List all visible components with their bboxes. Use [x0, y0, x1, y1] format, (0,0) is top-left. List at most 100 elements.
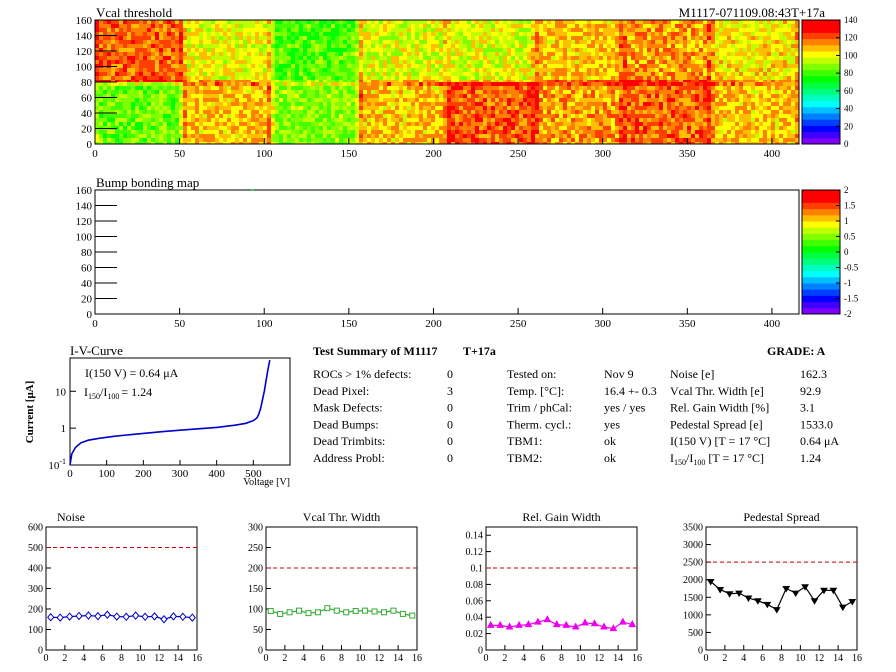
vcal-pixel-cell [447, 52, 452, 57]
vcal-pixel-cell [455, 28, 460, 33]
vcal-pixel-cell [507, 94, 512, 99]
vcal-pixel-cell [519, 118, 524, 123]
vcal-pixel-cell [467, 130, 472, 135]
vcal-pixel-cell [279, 72, 284, 77]
vcal-pixel-cell [107, 90, 112, 95]
vcal-pixel-cell [583, 72, 588, 77]
vcal-pixel-cell [699, 24, 704, 29]
vcal-pixel-cell [119, 118, 124, 123]
vcal-pixel-cell [219, 134, 224, 139]
vcal-pixel-cell [691, 86, 696, 91]
vcal-pixel-cell [547, 20, 552, 25]
vcal-pixel-cell [527, 90, 532, 95]
vcal-pixel-cell [291, 130, 296, 135]
vcal-pixel-cell [691, 56, 696, 61]
vcal-pixel-cell [675, 56, 680, 61]
vcal-pixel-cell [159, 72, 164, 77]
vcal-pixel-cell [743, 24, 748, 29]
vcal-pixel-cell [447, 36, 452, 41]
vcal-pixel-cell [359, 48, 364, 53]
vcal-pixel-cell [411, 98, 416, 103]
vcal-pixel-cell [319, 72, 324, 77]
vcal-pixel-cell [571, 72, 576, 77]
vcal-pixel-cell [611, 40, 616, 45]
vcal-pixel-cell [131, 80, 136, 83]
vcal-pixel-cell [419, 40, 424, 45]
vcal-pixel-cell [547, 64, 552, 69]
vcal-pixel-cell [407, 86, 412, 91]
vcal-pixel-cell [283, 52, 288, 57]
vcal-pixel-cell [291, 118, 296, 123]
vcal-pixel-cell [207, 48, 212, 53]
vcal-pixel-cell [547, 138, 552, 143]
vcal-pixel-cell [655, 28, 660, 33]
vcal-pixel-cell [231, 138, 236, 143]
vcal-pixel-cell [559, 80, 564, 83]
vcal-pixel-cell [203, 118, 208, 123]
vcal-pixel-cell [379, 106, 384, 111]
vcal-pixel-cell [203, 80, 208, 83]
vcal-pixel-cell [207, 68, 212, 73]
vcal-pixel-cell [731, 28, 736, 33]
vcal-pixel-cell [435, 80, 440, 83]
vcal-pixel-cell [231, 80, 236, 83]
vcal-pixel-cell [167, 80, 172, 83]
vcal-pixel-cell [791, 80, 796, 83]
vcal-pixel-cell [607, 90, 612, 95]
vcal-pixel-cell [275, 130, 280, 135]
vcal-pixel-cell [599, 44, 604, 49]
vcal-pixel-cell [451, 48, 456, 53]
vcal-pixel-cell [351, 80, 356, 83]
vcal-pixel-cell [319, 28, 324, 33]
vcal-pixel-cell [191, 126, 196, 131]
vcal-pixel-cell [159, 64, 164, 69]
vcal-pixel-cell [755, 28, 760, 33]
vcal-pixel-cell [619, 102, 624, 107]
vcal-pixel-cell [471, 24, 476, 29]
vcal-pixel-cell [747, 76, 752, 81]
vcal-pixel-cell [623, 24, 628, 29]
vcal-pixel-cell [643, 36, 648, 41]
vcal-pixel-cell [663, 24, 668, 29]
vcal-pixel-cell [487, 56, 492, 61]
vcal-pixel-cell [679, 44, 684, 49]
vcal-pixel-cell [267, 130, 272, 135]
vcal-pixel-cell [255, 86, 260, 91]
vcal-pixel-cell [459, 94, 464, 99]
vcal-pixel-cell [135, 80, 140, 83]
vcal-pixel-cell [255, 68, 260, 73]
vcal-pixel-cell [439, 56, 444, 61]
vcal-pixel-cell [511, 28, 516, 33]
vcal-pixel-cell [135, 106, 140, 111]
vcal-pixel-cell [587, 90, 592, 95]
vcal-pixel-cell [211, 86, 216, 91]
vcal-pixel-cell [119, 138, 124, 143]
vcal-pixel-cell [551, 44, 556, 49]
vcal-pixel-cell [639, 28, 644, 33]
vcal-pixel-cell [103, 90, 108, 95]
vcal-pixel-cell [127, 52, 132, 57]
vcal-pixel-cell [247, 98, 252, 103]
vcal-pixel-cell [383, 102, 388, 107]
vcal-pixel-cell [187, 122, 192, 127]
vcal-pixel-cell [515, 48, 520, 53]
vcal-pixel-cell [115, 130, 120, 135]
vcal-pixel-cell [499, 24, 504, 29]
vcal-pixel-cell [423, 64, 428, 69]
vcal-pixel-cell [451, 90, 456, 95]
vcal-pixel-cell [703, 90, 708, 95]
vcal-pixel-cell [311, 56, 316, 61]
vcal-pixel-cell [119, 80, 124, 83]
vcal-pixel-cell [403, 142, 408, 145]
vcal-pixel-cell [243, 106, 248, 111]
vcal-pixel-cell [95, 138, 100, 143]
vcal-pixel-cell [491, 72, 496, 77]
vcal-pixel-cell [527, 68, 532, 73]
vcal-pixel-cell [527, 44, 532, 49]
vcal-pixel-cell [359, 52, 364, 57]
vcal-pixel-cell [235, 76, 240, 81]
vcal-pixel-cell [119, 114, 124, 119]
vcal-pixel-cell [523, 134, 528, 139]
vcal-pixel-cell [683, 40, 688, 45]
vcal-pixel-cell [359, 90, 364, 95]
